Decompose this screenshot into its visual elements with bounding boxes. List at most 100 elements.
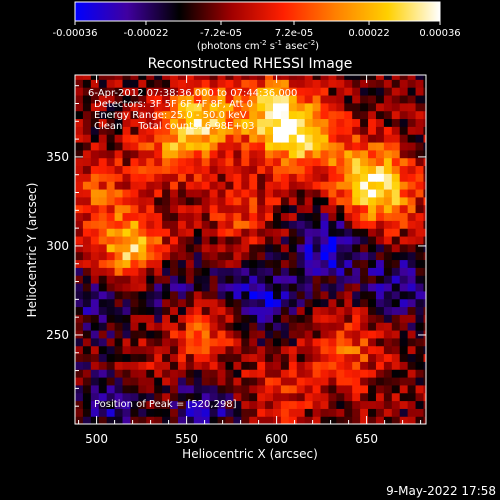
heatmap-cell (162, 353, 171, 362)
heatmap-cell (391, 275, 401, 284)
heatmap-cell (193, 369, 203, 378)
heatmap-cell (415, 118, 425, 127)
heatmap-cell (399, 220, 409, 229)
heatmap-cell (312, 337, 322, 347)
heatmap-cell (106, 275, 116, 284)
heatmap-cell (122, 173, 132, 182)
heatmap-cell (304, 306, 314, 315)
heatmap-cell (225, 298, 234, 308)
heatmap-cell (312, 314, 322, 323)
heatmap-cell (249, 87, 258, 96)
heatmap-cell (233, 345, 242, 355)
heatmap-cell (177, 259, 187, 268)
heatmap-cell (98, 134, 108, 143)
heatmap-cell (233, 212, 242, 221)
heatmap-cell (288, 369, 298, 378)
heatmap-cell (75, 376, 84, 386)
heatmap-cell (399, 408, 409, 417)
heatmap-cell (170, 79, 179, 88)
heatmap-cell (415, 345, 425, 355)
heatmap-cell (114, 345, 124, 355)
heatmap-cell (106, 235, 116, 245)
heatmap-cell (399, 392, 409, 402)
heatmap-cell (130, 149, 139, 159)
heatmap-cell (122, 79, 132, 88)
heatmap-cell (288, 298, 298, 308)
heatmap-cell (249, 141, 258, 151)
heatmap-cell (90, 220, 100, 229)
heatmap-cell (391, 220, 401, 229)
heatmap-cell (352, 322, 361, 331)
heatmap-cell (257, 87, 266, 96)
heatmap-cell (407, 173, 417, 182)
heatmap-cell (273, 110, 282, 120)
heatmap-cell (177, 165, 187, 174)
heatmap-cell (130, 376, 139, 386)
heatmap-cell (209, 416, 219, 424)
heatmap-cell (336, 110, 345, 120)
heatmap-cell (320, 290, 330, 300)
heatmap-cell (375, 75, 385, 80)
heatmap-cell (296, 322, 306, 331)
heatmap-cell (344, 376, 353, 386)
heatmap-cell (185, 329, 195, 339)
heatmap-cell (90, 118, 100, 127)
heatmap-cell (320, 275, 330, 284)
heatmap-cell (296, 181, 306, 190)
heatmap-cell (154, 259, 163, 268)
heatmap-cell (225, 110, 234, 120)
heatmap-cell (154, 87, 163, 96)
heatmap-cell (383, 79, 393, 88)
heatmap-cell (344, 173, 353, 182)
heatmap-cell (368, 110, 377, 120)
heatmap-cell (368, 188, 377, 198)
heatmap-cell (241, 102, 250, 112)
heatmap-cell (75, 235, 84, 245)
heatmap-cell (265, 110, 274, 120)
heatmap-cell (162, 298, 171, 308)
heatmap-cell (383, 275, 393, 284)
heatmap-cell (257, 400, 266, 409)
heatmap-cell (375, 149, 385, 159)
heatmap-cell (170, 134, 179, 143)
heatmap-cell (82, 212, 92, 221)
heatmap-cell (249, 329, 258, 339)
heatmap-cell (423, 181, 426, 190)
heatmap-cell (391, 79, 401, 88)
heatmap-cell (344, 400, 353, 409)
heatmap-cell (360, 212, 369, 221)
heatmap-cell (193, 392, 203, 402)
heatmap-cell (82, 251, 92, 261)
heatmap-cell (344, 282, 353, 292)
heatmap-cell (201, 322, 211, 331)
heatmap-cell (241, 361, 250, 370)
heatmap-cell (90, 243, 100, 253)
heatmap-cell (288, 102, 298, 112)
heatmap-cell (407, 408, 417, 417)
heatmap-cell (328, 157, 337, 167)
heatmap-cell (265, 322, 274, 331)
heatmap-cell (296, 79, 306, 88)
heatmap-cell (185, 87, 195, 96)
heatmap-cell (352, 87, 361, 96)
heatmap-cell (130, 329, 139, 339)
heatmap-cell (154, 173, 163, 182)
heatmap-cell (320, 353, 330, 362)
heatmap-cell (249, 298, 258, 308)
heatmap-cell (138, 384, 147, 394)
heatmap-cell (296, 251, 306, 261)
heatmap-cell (201, 204, 211, 214)
heatmap-cell (177, 141, 187, 151)
heatmap-cell (90, 196, 100, 206)
heatmap-cell (162, 118, 171, 127)
heatmap-cell (352, 157, 361, 167)
heatmap-cell (352, 220, 361, 229)
heatmap-cell (320, 165, 330, 174)
heatmap-cell (170, 337, 179, 347)
heatmap-cell (265, 298, 274, 308)
heatmap-cell (257, 79, 266, 88)
heatmap-cell (360, 118, 369, 127)
heatmap-cell (368, 134, 377, 143)
heatmap-cell (177, 243, 187, 253)
heatmap-cell (90, 87, 100, 96)
